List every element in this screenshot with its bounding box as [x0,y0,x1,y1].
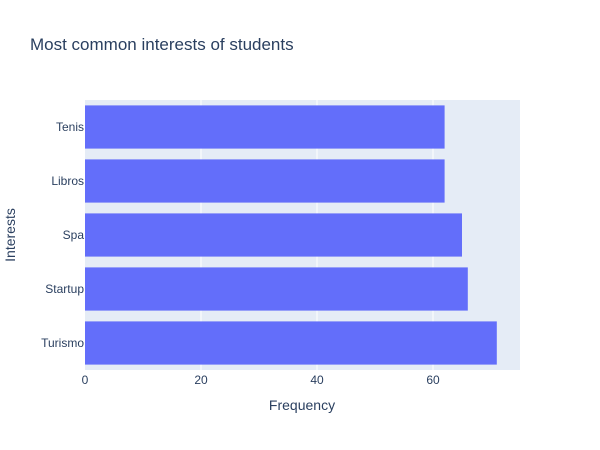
y-tick-label-spa: Spa [63,228,85,242]
x-tick-labels: 0 20 40 60 [82,373,440,387]
y-tick-label-libros: Libros [51,174,84,188]
bar-libros [85,159,445,203]
y-tick-label-turismo: Turismo [41,336,84,350]
y-tick-label-startup: Startup [45,282,84,296]
x-axis-title: Frequency [269,397,335,413]
bar-tenis [85,105,445,149]
bars [85,105,497,365]
y-tick-label-tenis: Tenis [56,120,84,134]
x-tick-label: 20 [194,373,208,387]
bar-spa [85,213,462,257]
y-axis-title: Interests [2,208,18,262]
bar-turismo [85,321,497,365]
bar-startup [85,267,468,311]
x-tick-label: 40 [310,373,324,387]
x-tick-label: 60 [426,373,440,387]
y-tick-labels: Turismo Startup Spa Libros Tenis [41,120,84,350]
chart-title: Most common interests of students [30,35,294,54]
x-tick-label: 0 [82,373,89,387]
